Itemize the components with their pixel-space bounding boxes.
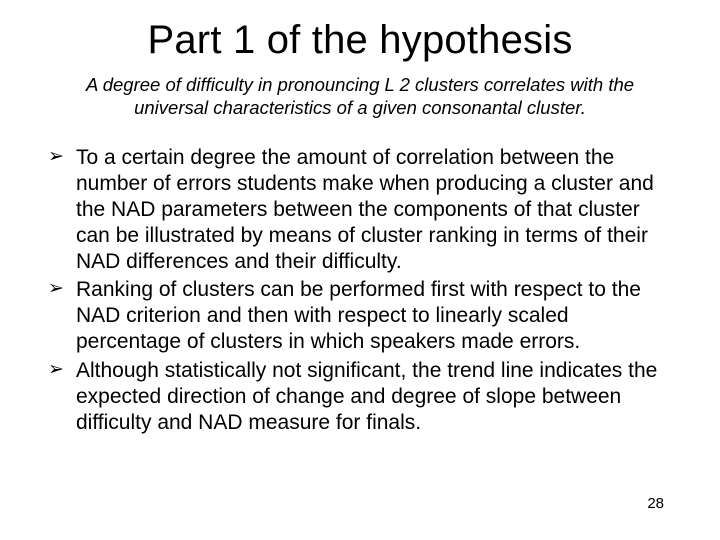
slide-title: Part 1 of the hypothesis xyxy=(44,18,676,63)
page-number: 28 xyxy=(647,495,664,512)
slide-subtitle: A degree of difficulty in pronouncing L … xyxy=(60,73,660,119)
bullet-list: To a certain degree the amount of correl… xyxy=(44,145,676,435)
list-item: To a certain degree the amount of correl… xyxy=(48,145,676,275)
list-item: Although statistically not significant, … xyxy=(48,358,676,436)
slide: Part 1 of the hypothesis A degree of dif… xyxy=(0,0,720,540)
list-item: Ranking of clusters can be performed fir… xyxy=(48,277,676,355)
